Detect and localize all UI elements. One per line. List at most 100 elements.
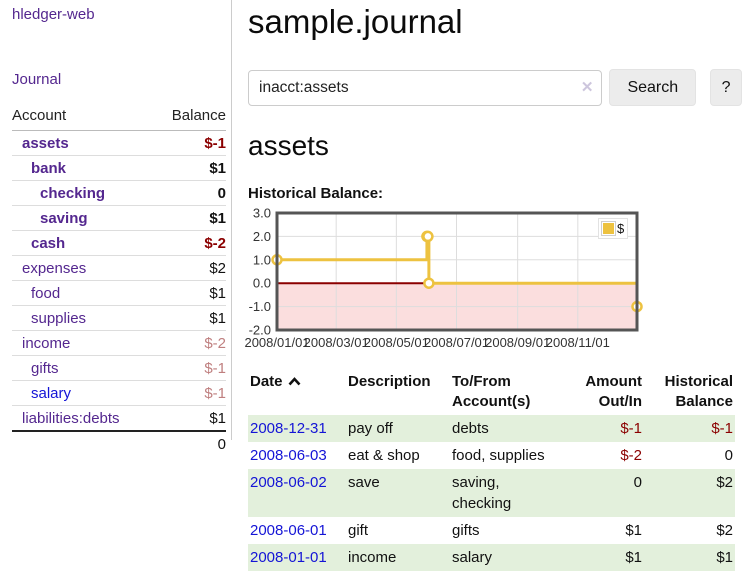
legend-swatch-icon: [602, 222, 615, 235]
svg-text:2008/11/01: 2008/11/01: [546, 335, 610, 350]
transaction-accounts: debts: [450, 415, 562, 442]
register-table: Date Description To/From Account(s) Amou…: [248, 369, 735, 571]
transaction-balance: $2: [644, 517, 735, 544]
register-row: 2008-01-01 income salary $1 $1: [248, 544, 735, 571]
sidebar-item-journal[interactable]: Journal: [12, 71, 61, 88]
transaction-amount: $-2: [562, 442, 644, 469]
svg-text:0.0: 0.0: [253, 276, 271, 291]
account-balance: $-1: [154, 131, 226, 156]
account-link-expenses[interactable]: expenses: [22, 260, 86, 277]
main-content: sample.journal ✕ Search ? assets Histori…: [248, 0, 742, 571]
account-balance: $-2: [154, 331, 226, 356]
accounts-total-row: 0: [12, 431, 226, 456]
sort-ascending-icon: [288, 372, 301, 392]
clear-search-icon[interactable]: ✕: [581, 79, 594, 97]
register-row: 2008-06-02 save saving, checking 0 $2: [248, 469, 735, 517]
account-balance: $-1: [154, 356, 226, 381]
accounts-table-header: Account Balance: [12, 104, 226, 131]
account-column-header: Account: [12, 104, 154, 131]
search-help-button[interactable]: ?: [710, 69, 742, 106]
account-row-salary: salary $-1: [12, 381, 226, 406]
transaction-description: save: [346, 469, 450, 517]
hledger-web-page: hledger-web Journal Account Balance asse…: [0, 0, 742, 582]
svg-text:2008/05/01: 2008/05/01: [364, 335, 429, 350]
chart-legend: $: [598, 218, 628, 239]
search-bar: ✕ Search ?: [248, 69, 742, 106]
account-row-assets: assets $-1: [12, 131, 226, 156]
register-table-header: Date Description To/From Account(s) Amou…: [248, 369, 735, 415]
chart-canvas: 3.02.01.00.0-1.0-2.02008/01/012008/03/01…: [248, 211, 742, 354]
svg-text:1.0: 1.0: [253, 252, 271, 267]
account-row-supplies: supplies $1: [12, 306, 226, 331]
register-row: 2008-06-01 gift gifts $1 $2: [248, 517, 735, 544]
transaction-amount: $1: [562, 517, 644, 544]
transaction-amount: $1: [562, 544, 644, 571]
transaction-amount: 0: [562, 469, 644, 517]
transaction-date-link[interactable]: 2008-06-01: [250, 522, 327, 539]
account-balance: 0: [154, 181, 226, 206]
register-row: 2008-06-03 eat & shop food, supplies $-2…: [248, 442, 735, 469]
transaction-accounts: food, supplies: [450, 442, 562, 469]
transaction-description: eat & shop: [346, 442, 450, 469]
transaction-date-link[interactable]: 2008-12-31: [250, 420, 327, 437]
account-link-bank[interactable]: bank: [31, 160, 66, 177]
account-link-liabilities-debts[interactable]: liabilities:debts: [22, 410, 120, 427]
account-link-assets[interactable]: assets: [22, 135, 69, 152]
account-link-food[interactable]: food: [31, 285, 60, 302]
account-link-cash[interactable]: cash: [31, 235, 65, 252]
date-column-header[interactable]: Date: [248, 369, 346, 415]
account-heading: assets: [248, 130, 742, 162]
account-link-saving[interactable]: saving: [40, 210, 88, 227]
register-row: 2008-12-31 pay off debts $-1 $-1: [248, 415, 735, 442]
account-row-gifts: gifts $-1: [12, 356, 226, 381]
account-link-income[interactable]: income: [22, 335, 70, 352]
transaction-description: gift: [346, 517, 450, 544]
account-row-bank: bank $1: [12, 156, 226, 181]
transaction-balance: $1: [644, 544, 735, 571]
account-row-cash: cash $-2: [12, 231, 226, 256]
search-input[interactable]: [248, 70, 602, 106]
balance-column-header: Historical Balance: [644, 369, 735, 415]
account-row-income: income $-2: [12, 331, 226, 356]
transaction-balance: $-1: [644, 415, 735, 442]
account-row-checking: checking 0: [12, 181, 226, 206]
transaction-date-link[interactable]: 2008-06-03: [250, 447, 327, 464]
svg-text:3.0: 3.0: [253, 206, 271, 221]
account-row-liabilities-debts: liabilities:debts $1: [12, 406, 226, 432]
account-link-checking[interactable]: checking: [40, 185, 105, 202]
search-button[interactable]: Search: [609, 69, 696, 106]
account-balance: $1: [154, 281, 226, 306]
svg-text:2008/03/01: 2008/03/01: [304, 335, 369, 350]
account-link-gifts[interactable]: gifts: [31, 360, 59, 377]
transaction-balance: $2: [644, 469, 735, 517]
transaction-balance: 0: [644, 442, 735, 469]
account-link-supplies[interactable]: supplies: [31, 310, 86, 327]
description-column-header: Description: [346, 369, 450, 415]
svg-text:2008/07/01: 2008/07/01: [424, 335, 489, 350]
account-balance: $-1: [154, 381, 226, 406]
account-row-expenses: expenses $2: [12, 256, 226, 281]
transaction-accounts: gifts: [450, 517, 562, 544]
app-title-link[interactable]: hledger-web: [12, 6, 95, 23]
transaction-accounts: salary: [450, 544, 562, 571]
transaction-description: pay off: [346, 415, 450, 442]
account-balance: $1: [154, 406, 226, 432]
account-balance: $2: [154, 256, 226, 281]
svg-text:2008/01/01: 2008/01/01: [244, 335, 309, 350]
account-link-salary[interactable]: salary: [31, 385, 71, 402]
transaction-date-link[interactable]: 2008-01-01: [250, 549, 327, 566]
account-balance: $1: [154, 306, 226, 331]
page-title: sample.journal: [248, 0, 742, 41]
account-row-saving: saving $1: [12, 206, 226, 231]
historical-balance-chart: 3.02.01.00.0-1.0-2.02008/01/012008/03/01…: [248, 211, 742, 354]
accounts-column-header: To/From Account(s): [450, 369, 562, 415]
account-balance: $1: [154, 206, 226, 231]
account-row-food: food $1: [12, 281, 226, 306]
account-balance: $-2: [154, 231, 226, 256]
sidebar: hledger-web Journal Account Balance asse…: [0, 0, 232, 440]
accounts-total-value: 0: [154, 431, 226, 456]
transaction-amount: $-1: [562, 415, 644, 442]
legend-label: $: [617, 221, 624, 236]
transaction-accounts: saving, checking: [450, 469, 562, 517]
transaction-date-link[interactable]: 2008-06-02: [250, 474, 327, 491]
